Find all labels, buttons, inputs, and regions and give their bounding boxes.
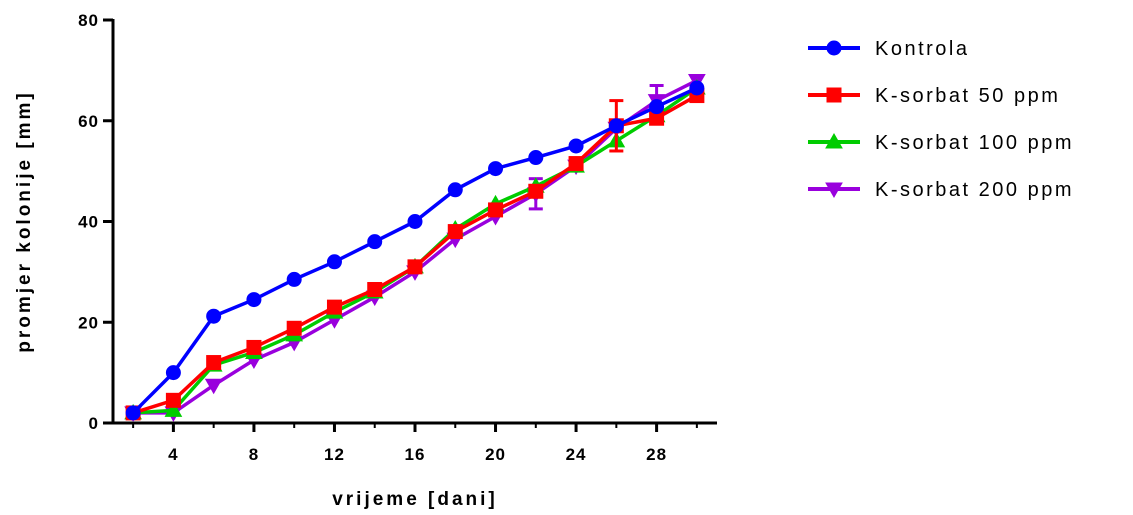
x-tick-label: 16 bbox=[405, 445, 426, 464]
plot-series bbox=[124, 73, 706, 422]
data-point bbox=[447, 182, 463, 198]
data-point bbox=[286, 320, 302, 336]
data-point bbox=[649, 99, 665, 115]
data-point bbox=[528, 150, 544, 166]
data-point bbox=[125, 405, 141, 421]
legend-label: K-sorbat 50 ppm bbox=[875, 85, 1060, 107]
data-point bbox=[407, 259, 423, 275]
x-ticks: 4 8 12 16 20 24 28 bbox=[132, 423, 698, 464]
x-tick-label: 8 bbox=[249, 445, 259, 464]
data-point bbox=[326, 299, 342, 315]
data-point bbox=[528, 183, 544, 199]
data-point bbox=[206, 308, 222, 324]
data-point bbox=[164, 401, 183, 417]
data-point bbox=[326, 254, 342, 270]
legend-marker bbox=[825, 132, 843, 149]
legend-item: K-sorbat 100 ppm bbox=[808, 132, 1074, 154]
y-tick-label: 60 bbox=[78, 112, 99, 131]
y-tick-label: 80 bbox=[78, 11, 99, 30]
data-point bbox=[488, 202, 504, 218]
legend-marker bbox=[825, 182, 843, 199]
y-tick-label: 20 bbox=[78, 313, 99, 332]
x-tick-label: 12 bbox=[324, 445, 345, 464]
y-axis-title: promjer kolonije [mm] bbox=[14, 90, 35, 353]
legend-label: K-sorbat 200 ppm bbox=[875, 179, 1074, 201]
data-point bbox=[165, 392, 181, 408]
x-axis-title: vrijeme [dani] bbox=[332, 489, 498, 510]
data-point bbox=[488, 161, 504, 177]
series-kontrola bbox=[125, 80, 705, 421]
legend-marker bbox=[826, 87, 842, 103]
y-ticks: 0 20 40 60 80 bbox=[78, 11, 113, 433]
x-tick-label: 4 bbox=[168, 445, 178, 464]
legend-item: K-sorbat 50 ppm bbox=[808, 85, 1060, 107]
axes: 4 8 12 16 20 24 28 0 20 40 60 80 bbox=[78, 11, 717, 464]
legend: Kontrola K-sorbat 50 ppm K-sorbat 100 ppm K… bbox=[808, 38, 1074, 201]
data-point bbox=[204, 378, 223, 395]
data-point bbox=[367, 282, 383, 298]
data-point bbox=[689, 80, 705, 96]
data-point bbox=[407, 214, 423, 229]
data-point bbox=[165, 365, 181, 381]
data-point bbox=[286, 271, 302, 287]
data-point bbox=[447, 224, 463, 240]
legend-item: Kontrola bbox=[808, 38, 970, 60]
x-tick-label: 20 bbox=[485, 445, 506, 464]
legend-label: K-sorbat 100 ppm bbox=[875, 132, 1074, 154]
data-point bbox=[568, 138, 584, 154]
data-point bbox=[246, 339, 262, 355]
data-point bbox=[568, 156, 584, 172]
x-tick-label: 28 bbox=[646, 445, 667, 464]
data-point bbox=[608, 118, 624, 134]
y-tick-label: 0 bbox=[89, 414, 99, 433]
x-tick-label: 24 bbox=[566, 445, 587, 464]
data-point bbox=[206, 355, 222, 371]
data-point bbox=[246, 292, 262, 308]
y-tick-label: 40 bbox=[78, 213, 99, 232]
legend-label: Kontrola bbox=[875, 38, 970, 60]
legend-marker bbox=[826, 40, 842, 56]
legend-item: K-sorbat 200 ppm bbox=[808, 179, 1074, 201]
data-point bbox=[367, 234, 383, 250]
